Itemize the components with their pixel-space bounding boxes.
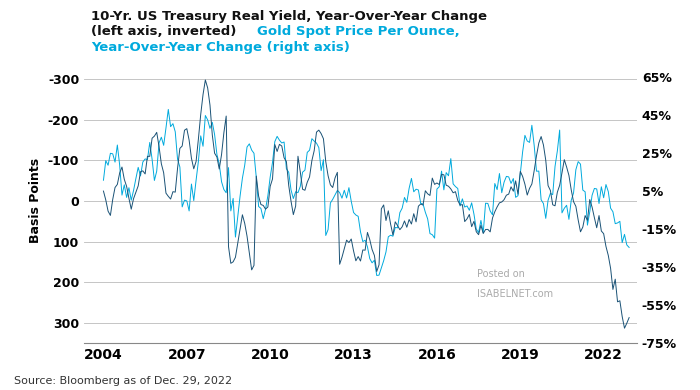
Text: Posted on: Posted on	[477, 269, 524, 279]
Text: (left axis, inverted): (left axis, inverted)	[91, 25, 251, 38]
Text: Source: Bloomberg as of Dec. 29, 2022: Source: Bloomberg as of Dec. 29, 2022	[14, 376, 232, 386]
Text: Year-Over-Year Change (right axis): Year-Over-Year Change (right axis)	[91, 41, 350, 54]
Y-axis label: Basis Points: Basis Points	[29, 158, 42, 243]
Text: Gold Spot Price Per Ounce,: Gold Spot Price Per Ounce,	[257, 25, 460, 38]
Text: 10-Yr. US Treasury Real Yield, Year-Over-Year Change: 10-Yr. US Treasury Real Yield, Year-Over…	[91, 10, 487, 23]
Text: ISABELNET.com: ISABELNET.com	[477, 289, 553, 299]
